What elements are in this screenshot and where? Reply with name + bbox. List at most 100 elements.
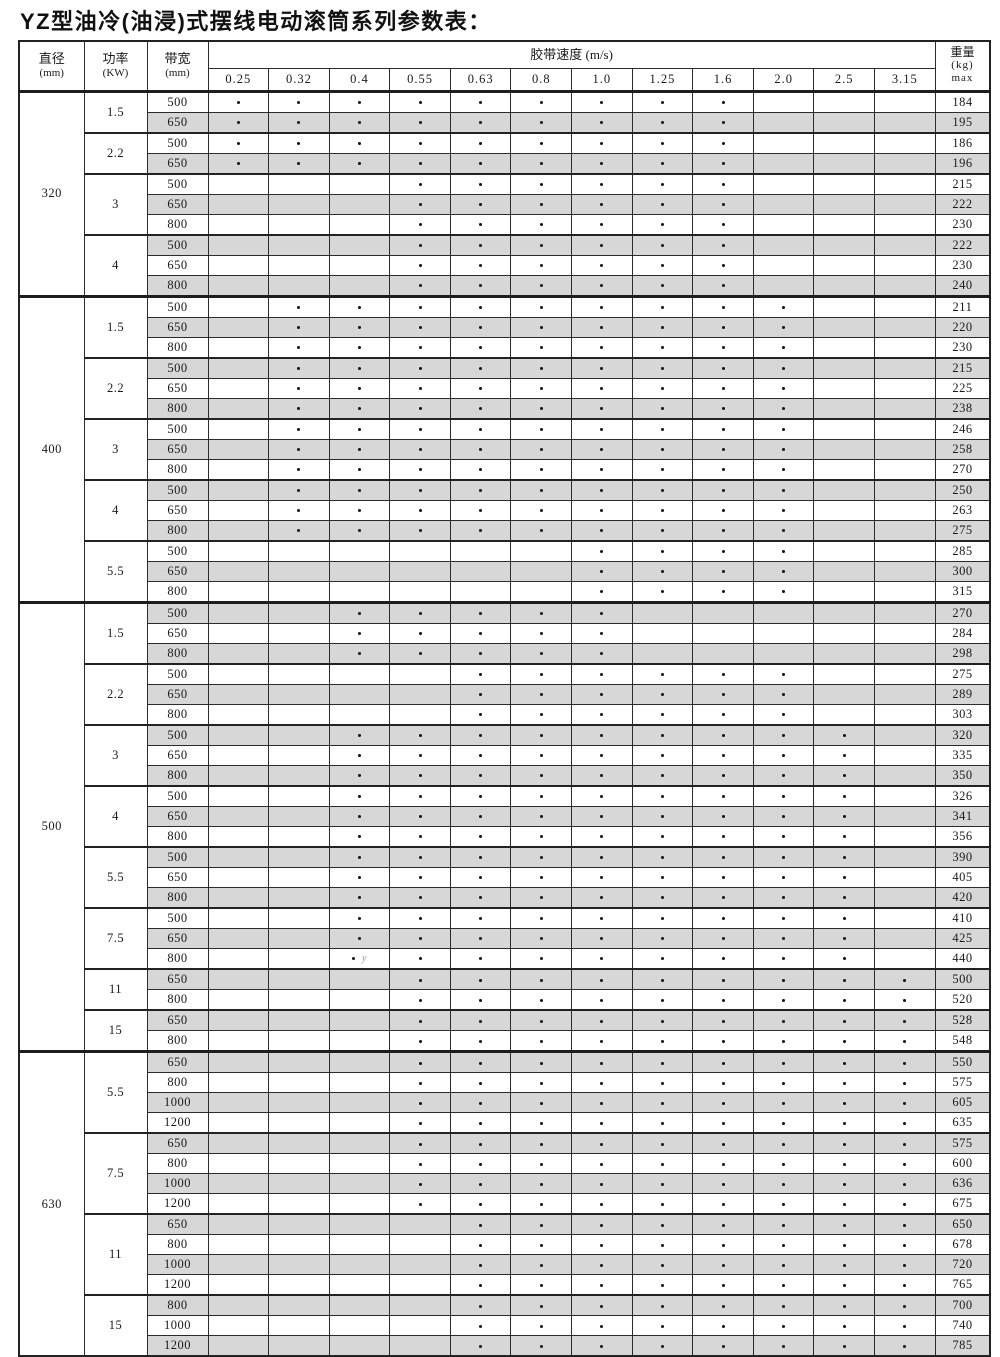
dot-cell xyxy=(752,968,815,991)
dot-cell xyxy=(389,356,451,379)
dot-cell xyxy=(571,906,633,929)
dot-cell xyxy=(449,947,512,970)
dot-marker xyxy=(539,998,543,1002)
dot-cell xyxy=(510,866,573,888)
dot-marker xyxy=(418,896,422,900)
dot-marker xyxy=(660,570,664,574)
table-row: 800 315 xyxy=(19,580,991,603)
dot-cell xyxy=(449,825,512,847)
dot-cell xyxy=(631,906,694,929)
dot-cell xyxy=(207,927,270,949)
dot-marker xyxy=(660,917,664,921)
dot-cell xyxy=(813,1213,876,1236)
dot-cell xyxy=(631,1030,694,1053)
dot-cell xyxy=(389,744,451,766)
dot-cell xyxy=(631,111,694,133)
dot-marker xyxy=(782,1182,786,1186)
dot-cell xyxy=(631,1335,694,1357)
dot-cell xyxy=(571,316,633,338)
dot-cell xyxy=(207,1193,270,1215)
weight-cell: 186 xyxy=(934,131,991,154)
dot-cell xyxy=(207,622,270,644)
dot-marker xyxy=(660,264,664,268)
table-row: 500 1.5 500 270 xyxy=(18,600,991,1053)
dot-cell xyxy=(692,989,754,1011)
dot-cell xyxy=(692,1132,754,1155)
dot-cell xyxy=(207,703,270,725)
dot-cell xyxy=(389,1072,451,1094)
dot-cell xyxy=(813,1234,876,1256)
dot-cell xyxy=(389,539,451,562)
dot-marker xyxy=(782,590,786,594)
dot-cell xyxy=(510,274,573,297)
dot-marker xyxy=(479,468,483,472)
dot-cell xyxy=(268,336,330,358)
dot-cell xyxy=(813,1112,876,1134)
dot-cell xyxy=(752,723,815,746)
dot-cell xyxy=(389,1030,451,1053)
dot-marker xyxy=(479,529,483,533)
dot-cell xyxy=(571,1132,633,1155)
dot-cell xyxy=(692,906,754,929)
dot-cell xyxy=(268,866,330,888)
dot-cell xyxy=(692,478,754,501)
dot-cell xyxy=(268,377,330,399)
dot-marker xyxy=(782,673,786,677)
dot-cell xyxy=(510,1315,573,1337)
dot-cell xyxy=(571,600,633,624)
dot-cell xyxy=(874,764,936,786)
dot-marker xyxy=(539,468,543,472)
dot-marker xyxy=(782,428,786,432)
dot-cell xyxy=(874,866,936,888)
dot-cell xyxy=(631,662,694,685)
dot-cell xyxy=(449,703,512,725)
dot-cell xyxy=(813,947,876,970)
dot-marker xyxy=(479,835,483,839)
power-cell: 1.5 xyxy=(83,89,148,133)
dot-cell xyxy=(571,519,633,541)
dot-cell xyxy=(752,886,815,908)
dot-cell xyxy=(752,356,815,379)
dot-cell xyxy=(449,1193,512,1215)
dot-cell xyxy=(449,1132,512,1155)
dot-cell xyxy=(752,1315,815,1337)
dot-cell xyxy=(328,764,391,786)
dot-cell xyxy=(207,172,270,195)
dot-cell xyxy=(874,233,936,256)
dot-cell xyxy=(510,703,573,725)
dot-cell xyxy=(752,764,815,786)
dot-cell xyxy=(207,1030,270,1053)
dot-cell xyxy=(692,600,754,624)
dot-marker xyxy=(600,326,604,330)
dot-cell xyxy=(389,947,451,970)
dot-cell xyxy=(874,1092,936,1114)
dot-marker xyxy=(600,1304,604,1308)
table-row: 800 350 xyxy=(19,764,991,786)
dot-marker xyxy=(600,223,604,227)
dot-cell xyxy=(449,989,512,1011)
dot-cell xyxy=(207,1112,270,1134)
dot-marker xyxy=(600,1182,604,1186)
dot-marker xyxy=(418,183,422,187)
dot-cell xyxy=(874,723,936,746)
dot-marker xyxy=(539,1142,543,1146)
dot-cell xyxy=(631,580,694,603)
speed-column-header: 0.32 xyxy=(268,67,330,92)
dot-cell xyxy=(692,294,754,318)
belt-width-cell: 500 xyxy=(146,723,209,746)
belt-width-cell: 800 xyxy=(146,989,209,1011)
dot-cell xyxy=(813,458,876,480)
weight-cell: 230 xyxy=(934,336,991,358)
dot-cell xyxy=(449,622,512,644)
dot-cell xyxy=(207,642,270,664)
dot-cell xyxy=(449,1335,512,1357)
table-row: 3 500 320 xyxy=(19,723,991,786)
dot-cell xyxy=(813,927,876,949)
dot-marker xyxy=(418,1081,422,1085)
dot-marker xyxy=(479,612,483,616)
dot-cell xyxy=(571,294,633,318)
belt-width-cell: 800 xyxy=(146,458,209,480)
dot-cell xyxy=(328,989,391,1011)
dot-cell xyxy=(328,866,391,888)
dot-cell xyxy=(752,1335,815,1357)
